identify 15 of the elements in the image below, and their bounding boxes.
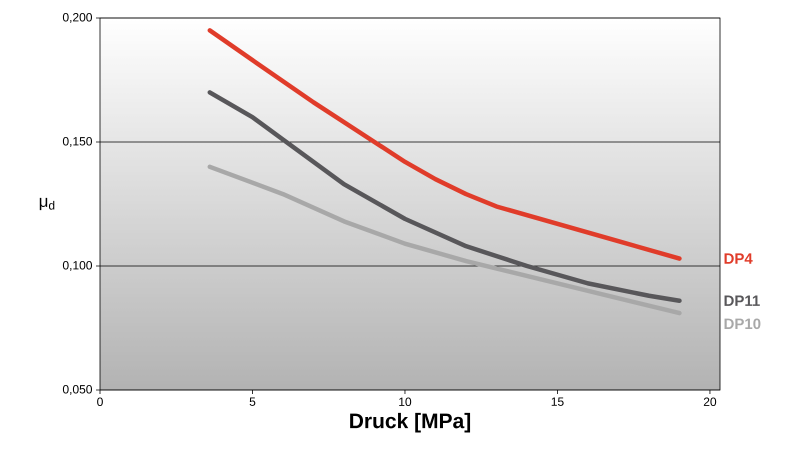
y-tick-label: 0,100 xyxy=(62,261,92,271)
x-tick-label: 10 xyxy=(399,398,412,406)
text: DP4 xyxy=(724,253,753,264)
x-tick-label: 15 xyxy=(552,398,564,406)
y-axis-title: μ$_{d}$ xyxy=(40,198,54,210)
x-tick-label: 0 xyxy=(97,398,103,406)
y-tick-label: 0,150 xyxy=(62,137,92,147)
y-tick-label: 0,200 xyxy=(62,13,92,23)
y-tick-label: 0,050 xyxy=(62,385,92,395)
text: DP11 xyxy=(724,296,760,306)
x-tick-label: 5 xyxy=(250,398,256,406)
x-axis-title: Druck [MPa] xyxy=(350,412,470,432)
line-series xyxy=(208,90,682,303)
x-tick-label: 20 xyxy=(704,398,716,406)
text: DP10 xyxy=(724,318,760,330)
